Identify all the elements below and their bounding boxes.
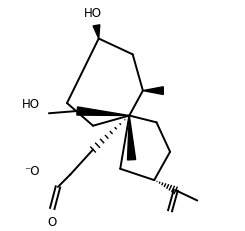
Polygon shape — [93, 25, 100, 39]
Polygon shape — [143, 87, 163, 94]
Polygon shape — [77, 107, 129, 116]
Text: HO: HO — [84, 7, 102, 20]
Polygon shape — [127, 116, 136, 160]
Text: HO: HO — [22, 98, 40, 111]
Text: O: O — [47, 216, 56, 229]
Text: ⁻O: ⁻O — [24, 164, 39, 178]
